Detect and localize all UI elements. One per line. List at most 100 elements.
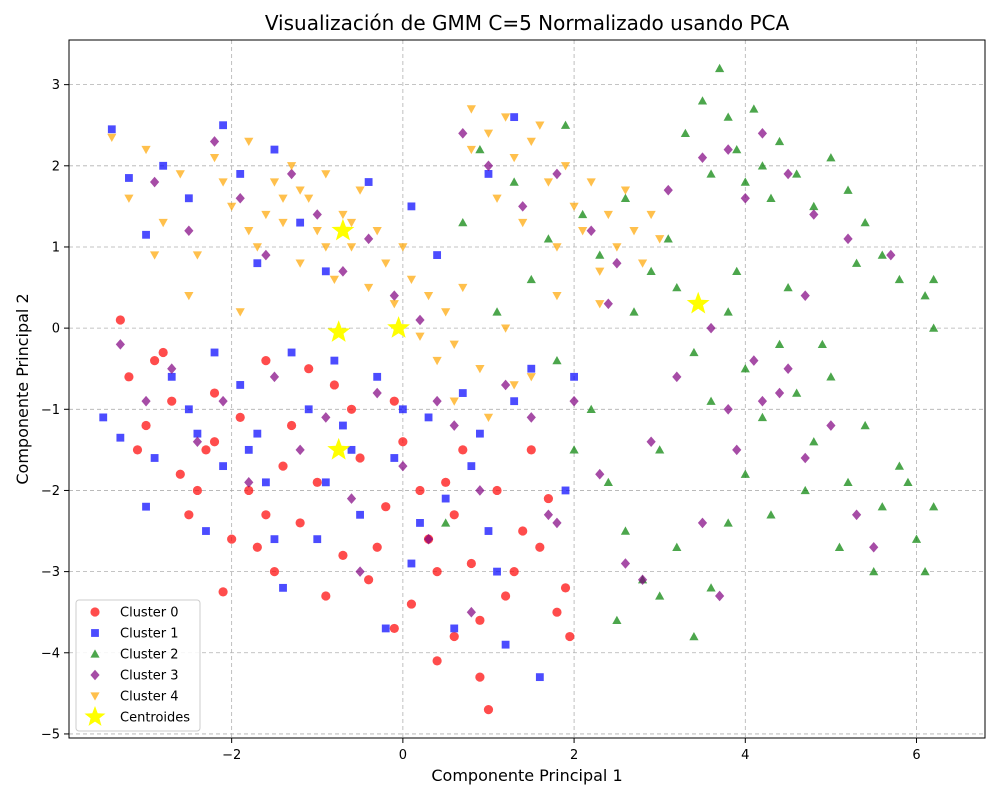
data-point — [329, 380, 339, 390]
data-point — [313, 535, 322, 544]
x-tick-label: −2 — [222, 748, 241, 763]
data-point — [389, 396, 399, 406]
data-point — [312, 209, 322, 220]
data-point — [269, 178, 280, 187]
data-point — [295, 444, 305, 456]
legend-item: Cluster 2 — [90, 648, 179, 663]
data-point — [321, 412, 331, 423]
data-point — [672, 371, 682, 383]
data-point — [869, 541, 879, 553]
data-point — [209, 388, 220, 398]
series-cluster-1 — [99, 113, 578, 682]
data-point — [458, 389, 467, 397]
data-point — [629, 227, 639, 236]
data-point — [261, 478, 270, 487]
data-point — [535, 542, 545, 552]
data-point — [269, 567, 280, 577]
data-point — [424, 413, 433, 422]
data-point — [510, 397, 519, 406]
data-point — [167, 363, 177, 374]
data-point — [261, 210, 271, 220]
data-point — [800, 485, 810, 495]
data-point — [860, 420, 870, 430]
data-point — [783, 168, 793, 180]
data-point — [184, 510, 194, 520]
data-point — [476, 429, 484, 438]
data-point — [826, 372, 836, 381]
data-point — [236, 381, 245, 389]
data-point — [697, 517, 708, 529]
legend-marker-square — [91, 629, 99, 637]
data-point — [646, 266, 656, 275]
data-point — [415, 314, 425, 326]
data-point — [244, 227, 254, 236]
data-point — [774, 339, 785, 349]
data-point — [612, 615, 622, 624]
data-point — [809, 201, 819, 211]
data-point — [286, 420, 297, 431]
data-point — [193, 429, 202, 438]
data-point — [175, 170, 185, 179]
legend-box — [75, 599, 201, 732]
data-point — [569, 445, 579, 454]
data-point — [381, 624, 390, 633]
data-point — [218, 587, 228, 597]
data-point — [535, 121, 545, 130]
data-point — [834, 542, 845, 551]
data-point — [723, 144, 733, 155]
data-point — [646, 210, 656, 220]
data-point — [381, 259, 391, 268]
chart-title: Visualización de GMM C=5 Normalizado usa… — [265, 11, 790, 35]
series-cluster-3 — [115, 128, 896, 618]
data-point — [920, 291, 930, 300]
data-point — [740, 364, 750, 373]
data-point — [150, 176, 160, 188]
data-point — [518, 526, 528, 536]
data-point — [142, 230, 150, 239]
data-point — [569, 202, 579, 211]
data-point — [407, 202, 416, 211]
data-point — [441, 494, 450, 503]
scatter-points — [99, 63, 939, 715]
legend-marker-triangle-down — [90, 692, 100, 701]
data-point — [740, 192, 750, 204]
data-point — [244, 485, 254, 496]
data-point — [364, 283, 374, 293]
plot-frame — [68, 39, 986, 739]
data-point — [826, 153, 836, 162]
data-point — [603, 298, 613, 310]
data-point — [740, 177, 750, 186]
data-point — [286, 162, 297, 171]
data-point — [886, 249, 896, 261]
data-point — [381, 502, 391, 512]
data-point — [483, 129, 494, 138]
data-point — [560, 162, 571, 171]
data-point — [663, 184, 673, 196]
data-point — [894, 461, 904, 470]
data-point — [552, 243, 562, 252]
data-point — [467, 462, 476, 471]
data-point — [492, 307, 502, 316]
series-cluster-4 — [107, 105, 665, 423]
data-point — [483, 160, 494, 172]
data-point — [373, 372, 382, 381]
data-point — [218, 178, 228, 187]
data-point — [364, 575, 374, 585]
data-point — [202, 527, 210, 535]
data-point — [449, 631, 459, 642]
legend-marker-triangle-up — [90, 649, 100, 658]
data-point — [595, 267, 605, 276]
data-point — [565, 631, 575, 642]
data-point — [663, 234, 673, 243]
data-point — [851, 509, 862, 521]
data-point — [235, 412, 245, 423]
data-point — [278, 218, 288, 228]
data-point — [757, 395, 768, 407]
legend-item: Cluster 3 — [90, 669, 179, 684]
data-point — [929, 323, 939, 332]
data-point — [107, 133, 117, 142]
data-point — [432, 567, 442, 577]
data-point — [843, 233, 853, 245]
data-point — [398, 460, 408, 472]
data-point — [338, 210, 348, 220]
